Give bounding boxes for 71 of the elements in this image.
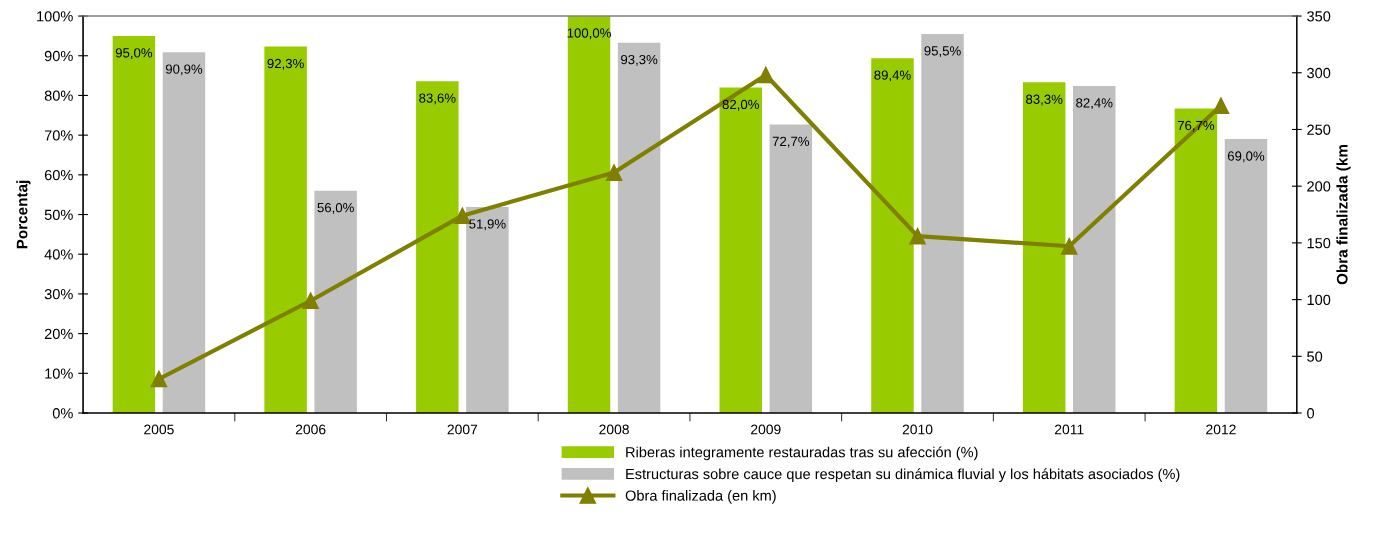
- y2-tick-label: 50: [1307, 351, 1323, 362]
- bar: [1022, 82, 1066, 414]
- point: [150, 370, 168, 388]
- data-label: 69,0%: [1227, 151, 1265, 163]
- x-tick-label: 2008: [599, 424, 629, 435]
- y2-tick-label: 100: [1307, 294, 1331, 306]
- y2-axis-title: Obra finalizada (km: [1336, 145, 1351, 285]
- bar: [1073, 85, 1116, 414]
- point: [909, 227, 926, 245]
- point: [1060, 237, 1078, 255]
- x-tick-label: 2009: [751, 424, 781, 435]
- data-label: 82,0%: [722, 99, 759, 111]
- bar: [112, 35, 156, 414]
- x-tick-label: 2011: [1054, 424, 1084, 435]
- data-label: 51,9%: [469, 219, 506, 231]
- y-tick-label: 100%: [37, 11, 73, 22]
- y2-tick-label: 300: [1307, 67, 1331, 79]
- bar: [617, 42, 661, 414]
- bar: [264, 46, 307, 414]
- bar: [567, 16, 611, 414]
- data-label: 56,0%: [317, 202, 354, 214]
- bar: [871, 58, 914, 414]
- bar: [162, 52, 206, 414]
- x-tick-label: 2005: [144, 424, 174, 435]
- point: [1212, 97, 1230, 114]
- legend-label: Riberas integramente restauradas tras su afección (%): [626, 446, 978, 461]
- data-label: 83,6%: [419, 93, 456, 105]
- data-label: 92,3%: [267, 58, 304, 70]
- bar: [719, 87, 762, 414]
- x-tick-label: 2010: [902, 424, 933, 435]
- y-tick-label: 30%: [44, 289, 73, 300]
- y-tick-label: 50%: [44, 209, 73, 220]
- y-tick-label: 70%: [44, 130, 73, 141]
- y2-tick-label: 150: [1307, 237, 1331, 249]
- data-label: 95,5%: [924, 46, 961, 58]
- bar: [769, 124, 813, 414]
- y2-tick-label: 250: [1307, 124, 1331, 135]
- bar: [1174, 108, 1218, 414]
- data-label: 89,4%: [874, 70, 911, 82]
- bar: [1224, 139, 1268, 414]
- x-tick-label: 2007: [447, 424, 478, 435]
- bar: [314, 190, 357, 414]
- y2-tick-label: 350: [1307, 11, 1331, 22]
- y-tick-label: 20%: [44, 328, 73, 340]
- y-axis-title: Porcentaj: [16, 180, 31, 249]
- point: [454, 207, 471, 225]
- data-label: 82,4%: [1076, 98, 1113, 110]
- y-tick-label: 80%: [44, 90, 73, 101]
- y-tick-label: 90%: [44, 50, 73, 62]
- bar: [416, 81, 459, 414]
- point: [757, 66, 775, 84]
- y-tick-label: 40%: [44, 249, 73, 260]
- x-tick-label: 2012: [1206, 424, 1236, 435]
- data-label: 90,9%: [165, 64, 203, 76]
- data-label: 95,0%: [115, 48, 153, 60]
- legend-label: Estructuras sobre cauce que respetan su dinámica fluvial y los hábitats asociados (%): [626, 468, 1180, 483]
- bar: [921, 33, 964, 414]
- y2-tick-label: 0: [1307, 408, 1315, 419]
- y-tick-label: 10%: [45, 368, 73, 379]
- data-label: 83,3%: [1026, 94, 1063, 106]
- data-label: 72,7%: [772, 136, 810, 148]
- y-tick-label: 0%: [52, 408, 73, 419]
- data-label: 76,7%: [1177, 120, 1215, 132]
- legend-label: Obra finalizada (en km): [625, 490, 776, 504]
- point: [605, 164, 623, 181]
- x-tick-label: 2006: [295, 424, 326, 435]
- bar: [466, 206, 509, 414]
- point: [302, 292, 319, 310]
- y-tick-label: 60%: [44, 169, 73, 181]
- y2-tick-label: 200: [1307, 181, 1331, 192]
- data-label: 93,3%: [621, 54, 658, 66]
